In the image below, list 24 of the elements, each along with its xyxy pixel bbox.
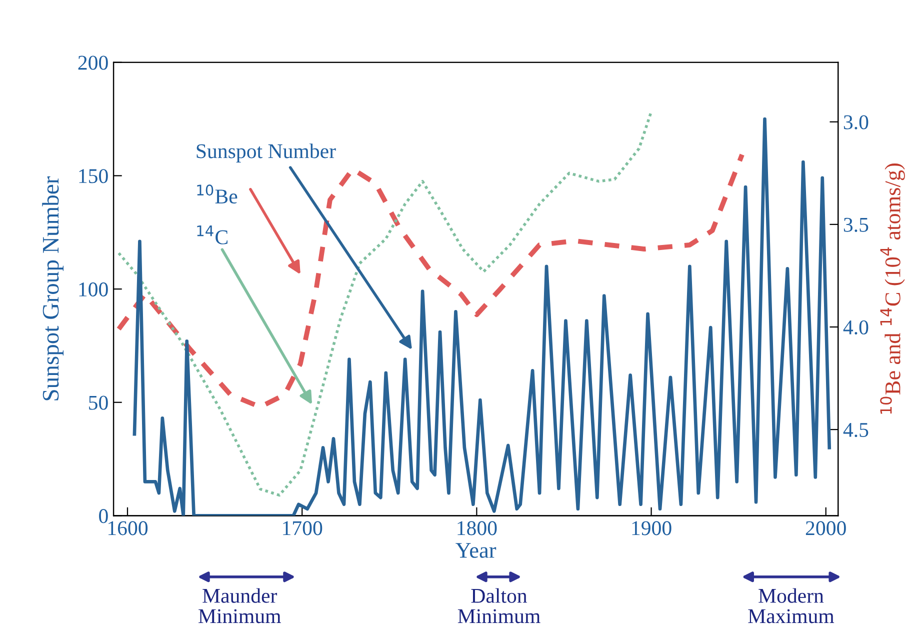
y-tick-label: 0 [99, 509, 108, 524]
y2-tick-label: 3.0 [844, 115, 868, 130]
text: Dalton Minimum [458, 588, 540, 624]
y-axis-title: Sunspot Group Number [42, 176, 64, 400]
x-axis-title: Year [456, 543, 496, 558]
y-tick-label: 150 [79, 169, 108, 184]
annotation: $^{10}$Be [197, 184, 238, 204]
x-tick-label: 1600 [108, 521, 148, 536]
y2-tick-label: 3.5 [844, 218, 868, 232]
annotation: $^{14}$C [197, 225, 228, 244]
annotation: Sunspot Number [196, 144, 336, 162]
x-tick-label: 2000 [806, 521, 846, 536]
x-tick-label: 1800 [458, 521, 497, 536]
y-tick-label: 50 [89, 396, 108, 410]
line-series [132, 117, 832, 516]
y2-tick-label: 4.5 [843, 423, 868, 438]
y2-axis-title: $^{10}$Be and $^{14}$C (10$^{4}$ atoms/g) [880, 164, 905, 414]
y2-tick-label: 4.0 [843, 320, 868, 334]
text: Modern Maximum [748, 588, 834, 624]
text: Maunder Minimum [198, 588, 281, 624]
y-tick-label: 200 [78, 56, 108, 70]
x-tick-label: 1700 [283, 521, 322, 536]
y-tick-label: 100 [79, 282, 108, 296]
x-tick-label: 1900 [632, 521, 672, 536]
